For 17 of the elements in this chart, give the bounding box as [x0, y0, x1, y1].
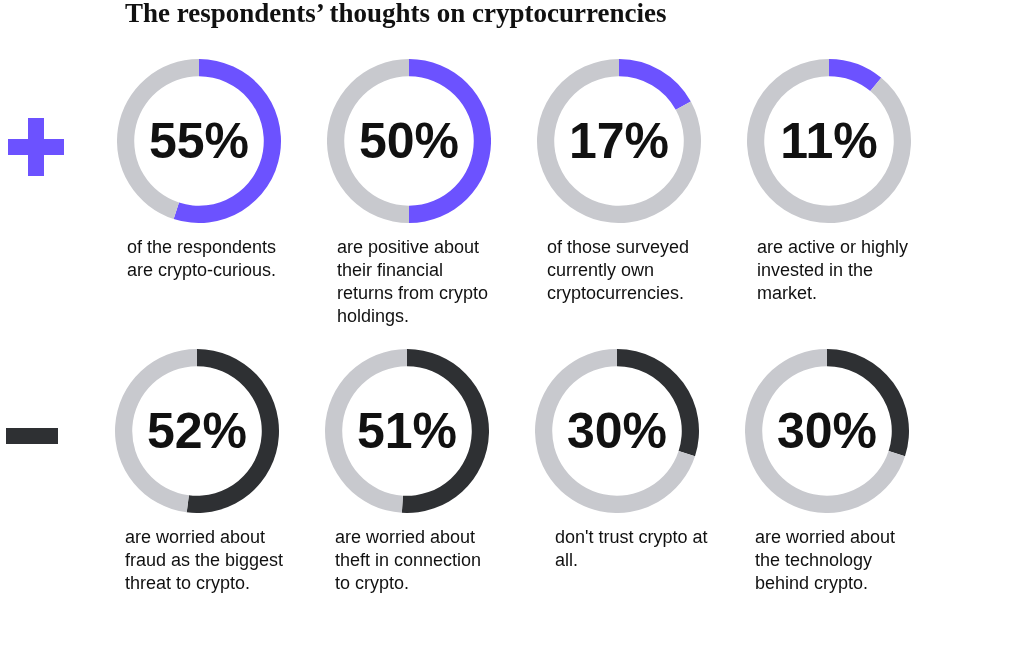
text: don't trust crypto at all. — [555, 526, 709, 572]
text: 30% — [566, 403, 668, 459]
text: of those surveyed currently own cryptocurrencies. — [547, 236, 691, 305]
text: are worried about fraud as the biggest threat to crypto. — [125, 526, 285, 595]
text: of the respondents are crypto-curious. — [127, 236, 278, 282]
text: 17% — [568, 113, 670, 169]
text: The respondents’ thoughts on cryptocurrencies — [125, 0, 667, 29]
text: are active or highly invested in the market. — [757, 236, 910, 305]
text: are worried about theft in connection to crypto. — [335, 526, 483, 595]
text: are positive about their financial returns from crypto holdings. — [337, 236, 490, 328]
text: 11% — [780, 113, 878, 169]
text: 52% — [146, 403, 248, 459]
text: 51% — [356, 403, 458, 459]
text: 30% — [776, 403, 878, 459]
text: 50% — [358, 113, 460, 169]
text: are worried about the technology behind crypto. — [755, 526, 897, 595]
text: 55% — [148, 113, 250, 169]
